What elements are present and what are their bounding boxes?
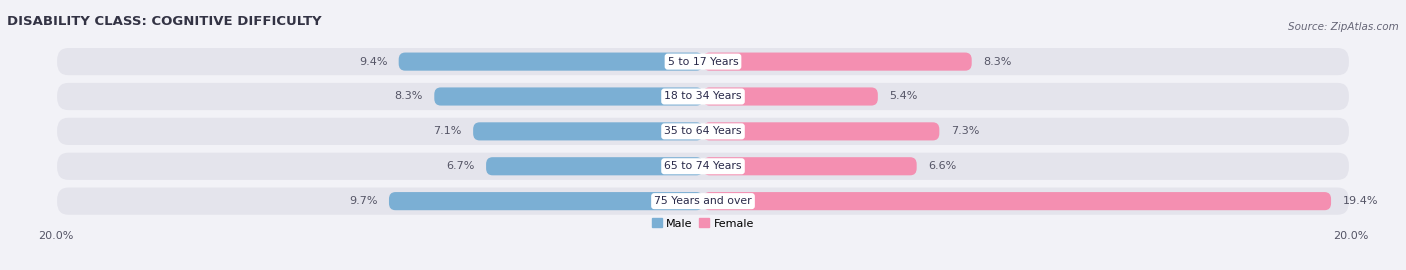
Text: 6.7%: 6.7% (446, 161, 475, 171)
Text: 9.7%: 9.7% (349, 196, 378, 206)
FancyBboxPatch shape (474, 122, 703, 140)
Text: 35 to 64 Years: 35 to 64 Years (664, 126, 742, 136)
Text: 75 Years and over: 75 Years and over (654, 196, 752, 206)
FancyBboxPatch shape (58, 118, 1348, 145)
FancyBboxPatch shape (703, 87, 877, 106)
Text: 19.4%: 19.4% (1343, 196, 1378, 206)
FancyBboxPatch shape (58, 153, 1348, 180)
Text: 8.3%: 8.3% (983, 57, 1011, 67)
Text: DISABILITY CLASS: COGNITIVE DIFFICULTY: DISABILITY CLASS: COGNITIVE DIFFICULTY (7, 15, 322, 28)
FancyBboxPatch shape (58, 83, 1348, 110)
FancyBboxPatch shape (434, 87, 703, 106)
FancyBboxPatch shape (389, 192, 703, 210)
Text: 7.1%: 7.1% (433, 126, 461, 136)
FancyBboxPatch shape (703, 122, 939, 140)
Text: 7.3%: 7.3% (950, 126, 979, 136)
FancyBboxPatch shape (399, 53, 703, 71)
Text: 6.6%: 6.6% (928, 161, 956, 171)
Text: 5.4%: 5.4% (889, 92, 918, 102)
Text: Source: ZipAtlas.com: Source: ZipAtlas.com (1288, 22, 1399, 32)
Legend: Male, Female: Male, Female (647, 214, 759, 233)
FancyBboxPatch shape (58, 48, 1348, 75)
Text: 8.3%: 8.3% (395, 92, 423, 102)
FancyBboxPatch shape (703, 157, 917, 175)
FancyBboxPatch shape (486, 157, 703, 175)
Text: 5 to 17 Years: 5 to 17 Years (668, 57, 738, 67)
FancyBboxPatch shape (58, 188, 1348, 215)
FancyBboxPatch shape (703, 192, 1331, 210)
FancyBboxPatch shape (703, 53, 972, 71)
Text: 18 to 34 Years: 18 to 34 Years (664, 92, 742, 102)
Text: 65 to 74 Years: 65 to 74 Years (664, 161, 742, 171)
Text: 9.4%: 9.4% (359, 57, 387, 67)
